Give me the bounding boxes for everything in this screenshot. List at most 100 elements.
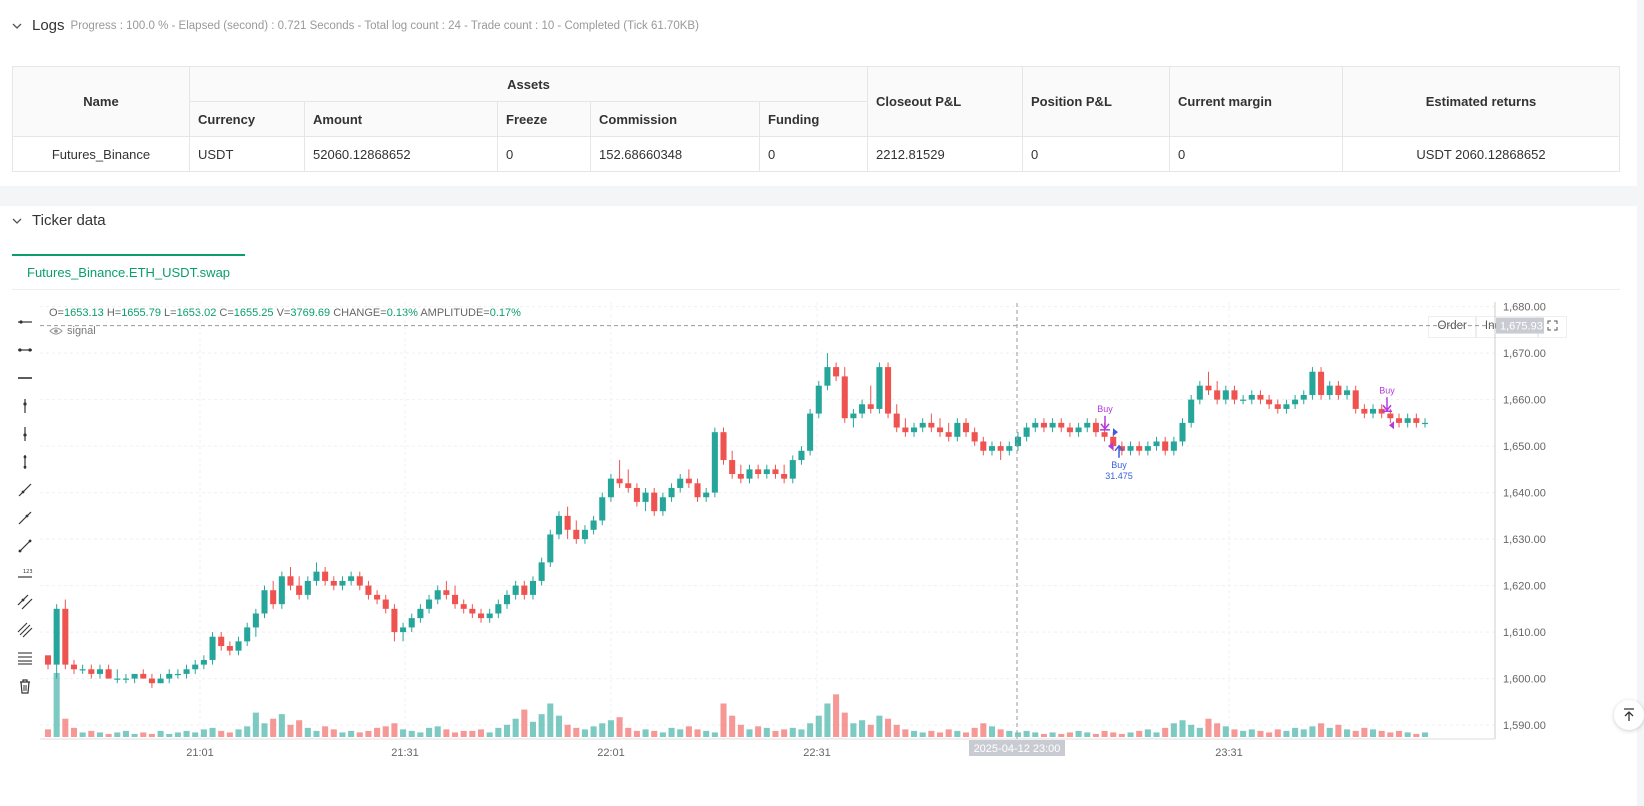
ticker-header[interactable]: Ticker data bbox=[12, 212, 106, 229]
y-tick-label: 1,650.00 bbox=[1503, 441, 1546, 453]
candle-body bbox=[911, 427, 918, 433]
volume-bar bbox=[633, 730, 640, 737]
volume-bar bbox=[1257, 730, 1264, 737]
trash-icon[interactable] bbox=[12, 672, 38, 700]
buy-arrow-icon bbox=[1100, 423, 1110, 431]
candle-body bbox=[1413, 418, 1420, 423]
volume-bar bbox=[374, 727, 381, 737]
candle-body bbox=[226, 646, 233, 651]
volume-bar bbox=[1231, 729, 1238, 737]
parallel-channel-tool-icon[interactable] bbox=[12, 588, 38, 616]
candle-body bbox=[841, 376, 848, 419]
volume-bar bbox=[936, 732, 944, 737]
candle-body bbox=[1292, 399, 1299, 405]
candle-body bbox=[1266, 399, 1273, 405]
candle-body bbox=[711, 432, 718, 493]
volume-bar bbox=[841, 712, 848, 737]
signal-legend[interactable]: signal bbox=[49, 325, 96, 337]
close-value: 1655.25 bbox=[233, 307, 274, 319]
volume-bar bbox=[1101, 730, 1108, 737]
volume-bar bbox=[1084, 732, 1091, 737]
vertical-ray-tool-icon[interactable] bbox=[12, 392, 38, 420]
volume-bar bbox=[148, 733, 155, 737]
volume-bar bbox=[1352, 730, 1359, 737]
col-currency: Currency bbox=[189, 101, 305, 137]
price-line-tool-icon[interactable]: 123 bbox=[12, 560, 38, 588]
vertical-line-tool-icon[interactable] bbox=[12, 448, 38, 476]
col-freeze: Freeze bbox=[497, 101, 591, 137]
chevron-down-icon[interactable] bbox=[12, 216, 22, 226]
horizontal-line-tool-icon[interactable] bbox=[12, 364, 38, 392]
svg-text:123: 123 bbox=[23, 569, 33, 575]
high-value: 1655.79 bbox=[121, 307, 161, 319]
volume-bar bbox=[339, 732, 346, 737]
x-tick-label: 23:31 bbox=[1215, 747, 1243, 759]
candle-body bbox=[659, 497, 666, 512]
candle-body bbox=[1257, 394, 1264, 400]
candle-body bbox=[304, 580, 311, 595]
candle-body bbox=[1421, 422, 1429, 425]
candle-body bbox=[512, 585, 519, 595]
chevron-down-icon[interactable] bbox=[12, 21, 22, 31]
candle-body bbox=[599, 497, 606, 521]
eye-icon[interactable] bbox=[49, 326, 63, 336]
candle-body bbox=[625, 483, 632, 488]
order-button[interactable]: Order bbox=[1428, 316, 1476, 338]
candle-body bbox=[607, 478, 614, 498]
change-label: CHANGE= bbox=[333, 307, 387, 319]
candle-body bbox=[348, 576, 355, 581]
vertical-segment-tool-icon[interactable] bbox=[12, 420, 38, 448]
volume-bar bbox=[1300, 729, 1307, 737]
volume-bar bbox=[235, 729, 242, 737]
candle-body bbox=[1344, 390, 1351, 395]
candle-body bbox=[677, 478, 684, 488]
candle-body bbox=[235, 641, 242, 651]
scroll-to-top-button[interactable] bbox=[1614, 700, 1644, 730]
volume-bar bbox=[174, 732, 181, 737]
table-row: Futures_Binance USDT 52060.12868652 0 15… bbox=[12, 136, 1620, 172]
trend-line-tool-icon[interactable] bbox=[12, 476, 38, 504]
candlestick-chart[interactable]: 1,680.00 1,670.00 1,660.00 1,650.00 1,640.00… bbox=[0, 302, 1590, 806]
volume-bar bbox=[70, 727, 78, 737]
candle-body bbox=[902, 427, 909, 433]
logs-title: Logs bbox=[32, 17, 65, 34]
candle-body bbox=[200, 659, 207, 665]
candle-body bbox=[261, 590, 268, 614]
logs-header[interactable]: Logs Progress : 100.0 % - Elapsed (secon… bbox=[12, 17, 699, 34]
fib-retracement-tool-icon[interactable] bbox=[12, 644, 38, 672]
volume-bar bbox=[140, 732, 147, 737]
horizontal-ray-tool-icon[interactable] bbox=[12, 308, 38, 336]
candle-body bbox=[919, 422, 926, 428]
volume-bar bbox=[685, 726, 692, 737]
candle-body bbox=[1387, 413, 1394, 419]
volume-bar bbox=[460, 730, 467, 737]
candle-body bbox=[1318, 371, 1325, 395]
volume-bar bbox=[902, 729, 909, 737]
tab-eth-usdt-swap[interactable]: Futures_Binance.ETH_USDT.swap bbox=[12, 254, 246, 289]
fib-channel-tool-icon[interactable] bbox=[12, 616, 38, 644]
volume-bar bbox=[867, 724, 874, 737]
volume-bar bbox=[833, 694, 840, 737]
cell-name: Futures_Binance bbox=[12, 136, 190, 172]
segment-tool-icon[interactable] bbox=[12, 532, 38, 560]
volume-bar bbox=[763, 727, 770, 737]
volume-bar bbox=[391, 723, 398, 737]
candle-body bbox=[720, 432, 727, 461]
candle-body bbox=[339, 580, 346, 586]
candle-body bbox=[1188, 399, 1195, 423]
candle-body bbox=[668, 487, 675, 498]
candle-body bbox=[183, 669, 190, 674]
volume-bar bbox=[226, 732, 233, 737]
y-tick-label: 1,620.00 bbox=[1503, 581, 1546, 593]
volume-bar bbox=[1153, 732, 1160, 737]
volume-bar bbox=[1240, 730, 1247, 737]
candle-body bbox=[1326, 385, 1333, 395]
position-marker-icon bbox=[1389, 421, 1394, 430]
candle-body bbox=[88, 669, 95, 674]
candle-body bbox=[971, 432, 978, 442]
ray-line-tool-icon[interactable] bbox=[12, 504, 38, 532]
open-value: 1653.13 bbox=[63, 307, 104, 319]
candle-body bbox=[1248, 394, 1255, 400]
volume-bar bbox=[971, 727, 978, 737]
horizontal-segment-tool-icon[interactable] bbox=[12, 336, 38, 364]
